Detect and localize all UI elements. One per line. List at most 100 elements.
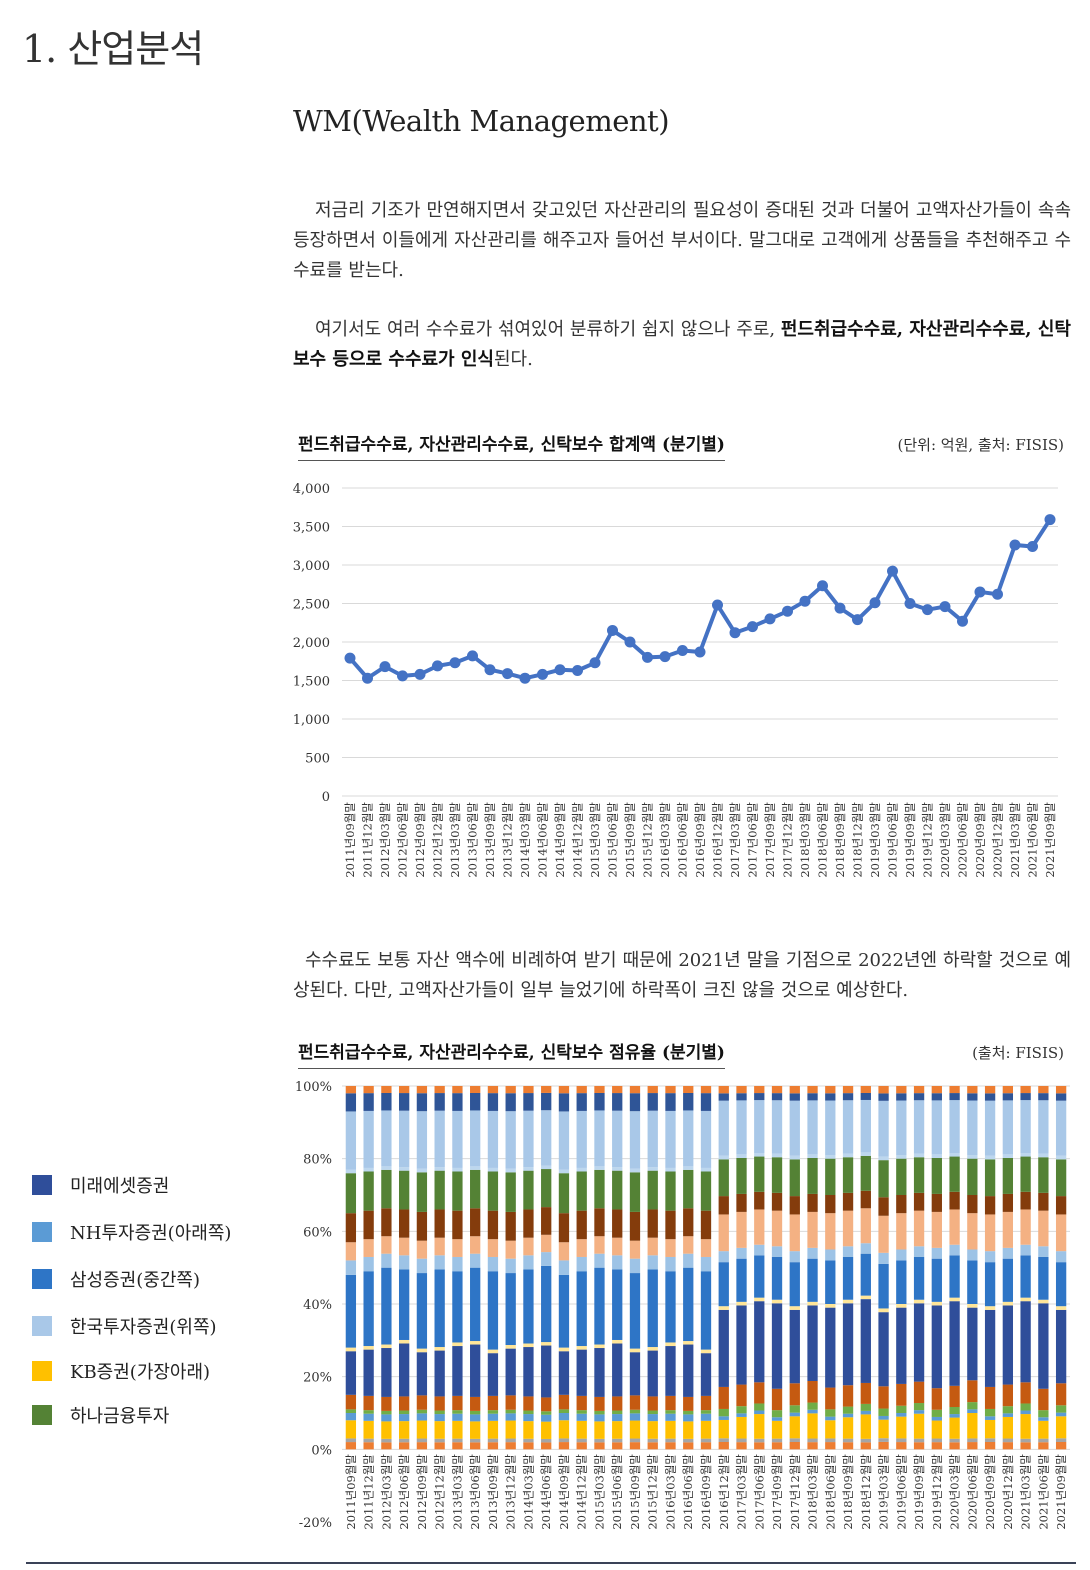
bar-segment: [434, 1442, 445, 1450]
bar-segment: [1038, 1086, 1049, 1094]
bar-segment: [416, 1442, 428, 1450]
x-tick-label: 2020년09월말: [973, 802, 987, 878]
bar-segment: [594, 1267, 605, 1345]
bar-segment: [967, 1158, 978, 1195]
data-point: [642, 651, 653, 663]
bar-segment: [505, 1420, 516, 1439]
legend-label: 미래에셋증권: [70, 1176, 170, 1197]
bar-segment: [505, 1172, 516, 1212]
bar-segment: [736, 1384, 747, 1407]
bar-segment: [1055, 1196, 1067, 1215]
x-tick-label: 2016년09월말: [693, 802, 707, 878]
bar-segment: [345, 1442, 357, 1450]
bar-segment: [452, 1271, 463, 1343]
bar-segment: [754, 1191, 765, 1210]
bar-segment: [842, 1299, 854, 1304]
bar-segment: [949, 1438, 960, 1443]
bar-segment: [470, 1253, 481, 1268]
bar-segment: [434, 1350, 445, 1397]
bar-segment: [452, 1171, 463, 1211]
x-tick-label: 2012년06월말: [397, 1454, 411, 1530]
data-point: [712, 599, 723, 611]
x-tick-label: 2019년06월말: [886, 802, 900, 878]
bar-segment: [665, 1413, 676, 1421]
data-point: [397, 670, 408, 682]
bar-segment: [541, 1086, 552, 1093]
bar-segment: [363, 1171, 374, 1211]
bar-segment: [1038, 1246, 1049, 1257]
bar-segment: [665, 1442, 676, 1450]
bar-segment: [1055, 1159, 1067, 1197]
bar-segment: [1055, 1441, 1067, 1450]
bar-segment: [612, 1396, 623, 1411]
bar-segment: [487, 1171, 499, 1211]
x-tick-label: 2021년03월말: [1019, 1454, 1033, 1530]
bar-segment: [789, 1196, 800, 1215]
bar-segment: [896, 1249, 907, 1261]
bar-segment: [949, 1156, 960, 1192]
bar-segment: [754, 1244, 765, 1256]
bar-segment: [718, 1093, 729, 1101]
bar-segment: [825, 1420, 836, 1439]
bar-segment: [363, 1395, 374, 1411]
x-tick-label: 2013년06월말: [468, 1454, 482, 1530]
bar-segment: [736, 1093, 747, 1101]
bar-segment: [505, 1240, 516, 1259]
bar-segment: [523, 1167, 534, 1171]
sub-title: WM(Wealth Management): [293, 104, 670, 138]
x-tick-label: 2015년09월말: [623, 802, 637, 878]
bar-segment: [487, 1349, 499, 1354]
bar-segment: [860, 1208, 871, 1244]
bar-segment: [807, 1093, 818, 1101]
bar-segment: [363, 1210, 374, 1240]
bar-segment: [878, 1308, 889, 1313]
x-tick-label: 2017년12월말: [781, 802, 795, 878]
bar-segment: [896, 1093, 907, 1101]
bar-segment: [789, 1093, 800, 1101]
bar-segment: [665, 1110, 676, 1168]
bar-segment: [1002, 1301, 1014, 1306]
bar-segment: [931, 1211, 942, 1248]
bar-segment: [967, 1442, 978, 1450]
bar-segment: [487, 1167, 499, 1172]
bar-segment: [470, 1110, 481, 1167]
x-tick-label: 2017년06월말: [752, 1454, 766, 1530]
bar-segment: [718, 1306, 729, 1310]
bar-segment: [1055, 1251, 1067, 1263]
bar-segment: [878, 1093, 889, 1101]
bar-segment: [1055, 1309, 1067, 1384]
bar-segment: [1020, 1403, 1031, 1411]
data-point: [1027, 541, 1038, 553]
bar-segment: [1038, 1438, 1049, 1443]
data-point: [589, 657, 601, 669]
legend-swatch: [32, 1316, 52, 1336]
data-point: [869, 597, 881, 609]
x-tick-label: 2015년12월말: [641, 802, 655, 878]
data-point: [449, 657, 461, 669]
bar-segment: [398, 1093, 410, 1111]
legend-label: 삼성증권(중간쪽): [70, 1270, 200, 1291]
bar-segment: [807, 1380, 818, 1403]
bar-segment: [629, 1086, 641, 1094]
bar-segment: [771, 1100, 783, 1154]
bar-segment: [1038, 1410, 1049, 1418]
bar-segment: [860, 1086, 871, 1093]
data-point: [782, 605, 793, 617]
bar-segment: [1020, 1438, 1031, 1443]
bar-segment: [416, 1168, 428, 1173]
bar-segment: [470, 1169, 481, 1209]
bar-segment: [931, 1420, 942, 1439]
bar-segment: [683, 1438, 694, 1443]
bar-segment: [1020, 1297, 1031, 1302]
bar-segment: [381, 1396, 392, 1411]
bar-segment: [594, 1414, 605, 1422]
bar-segment: [576, 1395, 587, 1411]
bar-segment: [523, 1170, 534, 1210]
bar-segment: [594, 1442, 605, 1450]
bar-segment: [771, 1299, 783, 1304]
bar-segment: [612, 1438, 623, 1443]
bar-segment: [416, 1352, 428, 1396]
data-point: [344, 652, 356, 664]
bar-segment: [878, 1263, 889, 1309]
data-point: [572, 664, 583, 676]
